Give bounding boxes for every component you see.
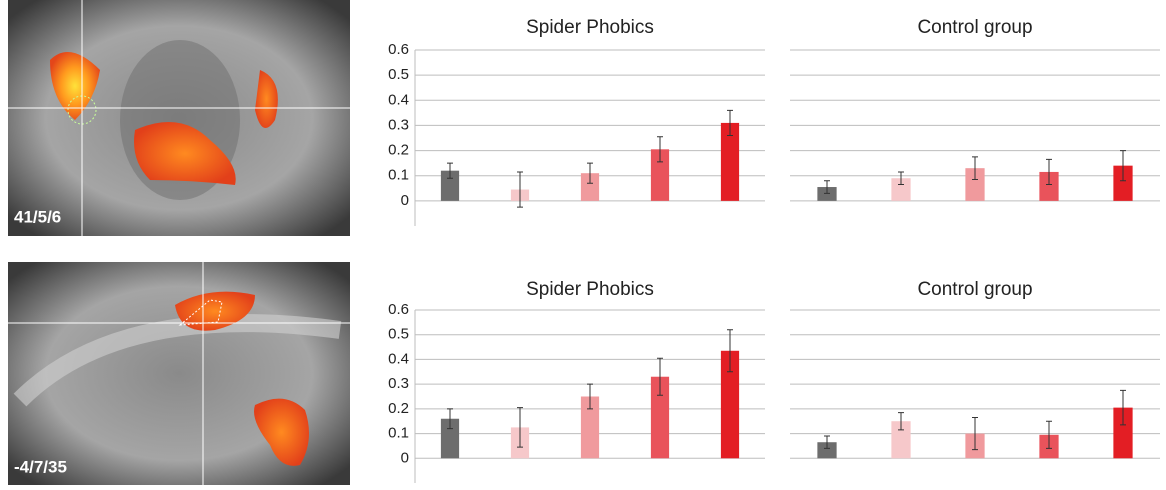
y-tick-label: 0.4 [388, 91, 409, 108]
image-label: 41/5/6 [14, 207, 61, 226]
figure: 41/5/6 -4/7/35 Spider Phobics 0 0.1 0.2 0.3 0… [0, 0, 1166, 485]
brain-sagittal: -4/7/35 [8, 262, 350, 485]
y-tick-label: 0.2 [388, 142, 409, 159]
y-tick-label: 0.3 [388, 116, 409, 133]
y-tick-label: 0.1 [388, 167, 409, 184]
chart-title: Spider Phobics [526, 279, 654, 300]
y-tick-label: 0.2 [388, 400, 409, 417]
y-tick-label: 0.6 [388, 41, 409, 58]
y-tick-label: 0 [401, 449, 409, 466]
chart-title: Spider Phobics [526, 17, 654, 38]
y-tick-label: 0.3 [388, 375, 409, 392]
y-tick-label: 0.5 [388, 66, 409, 83]
brain-axial: 41/5/6 [8, 0, 350, 236]
page: 41/5/6 -4/7/35 Spider Phobics 0 0.1 0.2 0.3 0… [0, 0, 1166, 490]
chart-title: Control group [917, 17, 1032, 38]
y-tick-label: 0.1 [388, 425, 409, 442]
y-tick-label: 0.4 [388, 350, 409, 367]
y-tick-label: 0.6 [388, 301, 409, 318]
y-tick-label: 0.5 [388, 326, 409, 343]
error-bar [517, 172, 523, 207]
image-label: -4/7/35 [14, 457, 67, 476]
y-tick-label: 0 [401, 192, 409, 209]
chart-title: Control group [917, 279, 1032, 300]
